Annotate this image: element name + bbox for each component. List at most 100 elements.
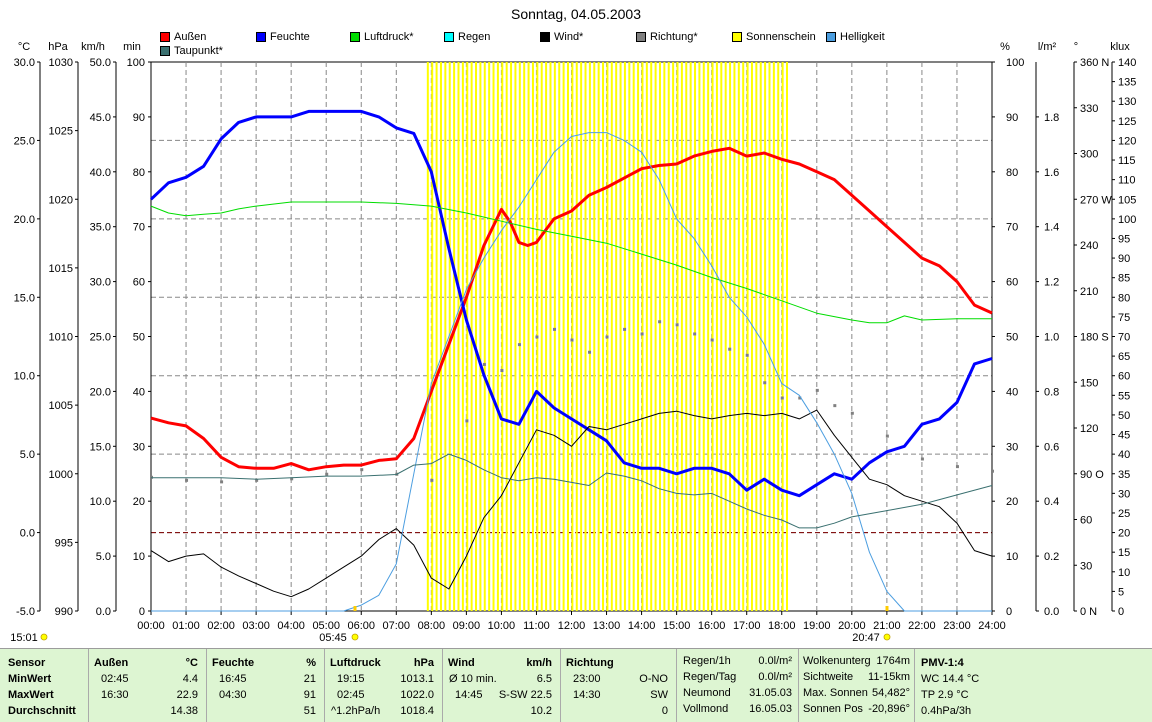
summary-regen: Regen/1h 0.0l/m² Regen/Tag 0.0l/m² Neumond… [676,649,798,722]
percent-axis-tick-label: 30 [1006,441,1018,453]
lux-axis-tick-label: 40 [1118,449,1130,461]
rain-axis-tick-label: 0.6 [1044,441,1059,453]
summary-luftdruck: Luftdruck hPa 19:15 1013.1 02:45 1022.0 ^1.… [324,649,442,722]
wind-max-value: S-SW 22.5 [498,689,552,701]
axis-unit-label: l/m² [1038,41,1057,53]
richtung-point [605,335,609,339]
legend-swatch [256,32,266,42]
legend-item: Luftdruck* [350,31,414,43]
rain-axis-tick-label: 0.8 [1044,386,1059,398]
lux-axis-tick-label: 100 [1118,214,1136,226]
x-tick-label: 12:00 [558,620,586,632]
wind-axis-tick-label: 30.0 [90,277,111,289]
direction-axis-tick-label: 330 [1080,103,1098,115]
minutes-axis-tick-label: 50 [133,332,145,344]
wind-axis-tick-label: 50.0 [90,57,111,69]
richtung-point [815,388,819,392]
legend-label: Helligkeit [840,31,885,43]
x-tick-label: 23:00 [943,620,971,632]
weather-chart: 00:00 01:00 02:00 03:00 04:00 05:00 06:00 07:00… [10,41,1136,644]
richtung-point [658,320,662,324]
series-außen [150,146,993,472]
minutes-axis-tick-label: 70 [133,222,145,234]
luftdruck-max-time: 02:45 [337,689,365,701]
feuchte-max-time: 04:30 [219,689,247,701]
x-tick-label: 08:00 [418,620,446,632]
wind-axis-tick-label: 5.0 [96,551,111,563]
rain-axis-tick-label: 0.2 [1044,551,1059,563]
wind-avg-value: 10.2 [530,705,552,717]
axis-unit-label: % [1000,41,1010,53]
series-lines [149,109,994,612]
legend-swatch [160,46,170,56]
richtung-point [220,480,224,484]
richtung-point [850,411,854,415]
time-marker-sun-icon [40,633,48,641]
aussen-max-time: 16:30 [101,689,129,701]
sunshine-bars [426,62,789,611]
temp-axis-tick-label: 30.0 [14,57,35,69]
legend-swatch [636,32,646,42]
legend-label: Wind* [554,31,584,43]
richtung-point [290,477,294,481]
direction-axis-tick-label: 30 [1080,560,1092,572]
richtung-point [535,335,539,339]
x-tick-label: 17:00 [733,620,761,632]
x-tick-label: 07:00 [383,620,411,632]
lux-axis-tick-label: 125 [1118,116,1136,128]
x-tick-label: 11:00 [523,620,550,632]
rain-axis-tick-label: 1.4 [1044,222,1059,234]
minutes-axis-tick-label: 30 [133,441,145,453]
richtung-point [623,327,627,331]
summary-sensor: Sensor MinWert MaxWert Durchschnitt [0,649,88,722]
wind-axis-tick-label: 10.0 [90,496,111,508]
lux-axis-tick-label: 90 [1118,253,1130,265]
aussen-min-value: 4.4 [182,673,198,685]
x-tick-label: 09:00 [453,620,481,632]
pressure-axis-tick-label: 1020 [49,194,73,206]
row-label-avg: Durchschnitt [8,705,76,717]
minutes-axis-tick-label: 80 [133,167,145,179]
lux-axis-tick-label: 5 [1118,586,1124,598]
luftdruck-min-value: 1013.1 [400,673,434,685]
richtung-point [885,434,889,438]
lux-axis-tick-label: 95 [1118,233,1130,245]
minutes-axis-tick-label: 0 [139,606,145,618]
direction-axis-tick-label: 120 [1080,423,1098,435]
richtung-point [430,478,434,482]
summary-feuchte: Feuchte% 16:45 21 04:30 91 51 [206,649,324,722]
axis-unit-label: °C [18,41,30,53]
lux-axis-tick-label: 110 [1118,175,1136,187]
luftdruck-trend: ^1.2hPa/h [331,705,381,717]
axis-unit-label: km/h [81,41,105,53]
wind-avg10-value: 6.5 [536,673,552,685]
richtung-point [185,478,189,482]
wind-axis-tick-label: 15.0 [90,441,111,453]
lux-axis-tick-label: 120 [1118,135,1136,147]
minutes-axis-tick-label: 60 [133,277,145,289]
direction-axis-tick-label: 90 O [1080,469,1104,481]
richtung-point [745,353,749,357]
aussen-unit: °C [185,657,198,669]
richtung-point [325,472,329,476]
direction-axis-tick-label: 180 S [1080,332,1109,344]
richtung-point [955,465,959,469]
sunset-sun-icon [883,633,891,641]
luftdruck-min-time: 19:15 [337,673,365,685]
x-tick-label: 13:00 [593,620,621,632]
percent-axis-tick-label: 40 [1006,386,1018,398]
temp-axis-tick-label: 20.0 [14,214,35,226]
x-tick-label: 05:00 [312,620,340,632]
direction-axis-tick-label: 300 [1080,149,1098,161]
sunrise-label: 05:45 [319,632,347,644]
summary-richtung: Richtung 23:00 O-NO 14:30 SW 0 [560,649,676,722]
lux-axis-tick-label: 55 [1118,390,1130,402]
x-tick-label: 24:00 [978,620,1006,632]
richtung-point [500,369,504,373]
wind-axis-tick-label: 20.0 [90,386,111,398]
direction-axis-tick-label: 0 N [1080,606,1097,618]
richtung-point [798,396,802,400]
legend-swatch [350,32,360,42]
time-marker-label: 15:01 [10,632,38,644]
lux-axis-tick-label: 15 [1118,547,1130,559]
